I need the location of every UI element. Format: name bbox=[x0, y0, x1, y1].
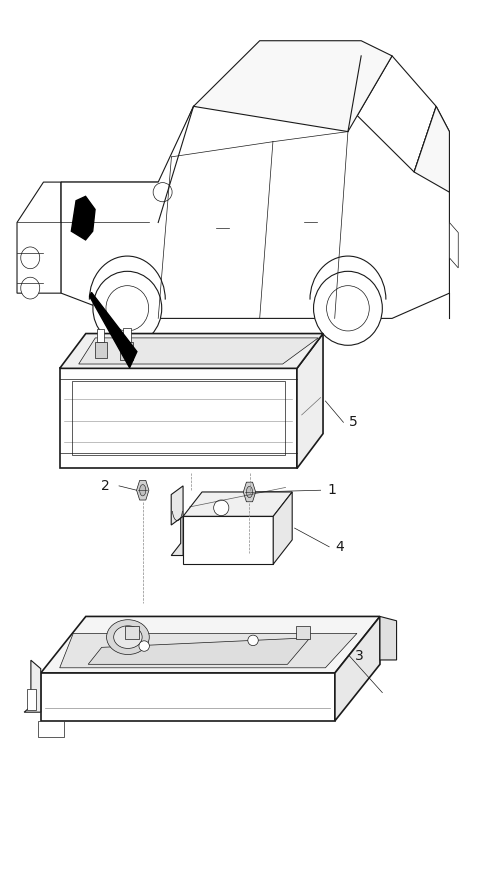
Polygon shape bbox=[158, 106, 260, 223]
Ellipse shape bbox=[326, 286, 369, 331]
Bar bbox=[120, 343, 133, 360]
Bar bbox=[296, 626, 310, 639]
Polygon shape bbox=[60, 369, 297, 469]
Ellipse shape bbox=[248, 635, 258, 646]
Circle shape bbox=[246, 486, 252, 498]
Polygon shape bbox=[17, 182, 61, 293]
Ellipse shape bbox=[93, 272, 162, 345]
Polygon shape bbox=[449, 223, 458, 268]
Ellipse shape bbox=[107, 619, 149, 654]
Text: 4: 4 bbox=[335, 540, 344, 554]
Polygon shape bbox=[72, 196, 95, 240]
Text: 1: 1 bbox=[328, 484, 336, 498]
Bar bbox=[95, 343, 107, 358]
Ellipse shape bbox=[153, 182, 172, 201]
Polygon shape bbox=[88, 638, 310, 664]
Polygon shape bbox=[79, 338, 318, 364]
Ellipse shape bbox=[214, 500, 229, 516]
Circle shape bbox=[140, 484, 146, 496]
Polygon shape bbox=[171, 505, 183, 555]
Ellipse shape bbox=[114, 625, 142, 648]
Polygon shape bbox=[61, 182, 203, 223]
Bar bbox=[123, 328, 131, 343]
Polygon shape bbox=[297, 334, 323, 469]
Polygon shape bbox=[414, 106, 449, 192]
Polygon shape bbox=[243, 482, 256, 502]
Polygon shape bbox=[193, 56, 392, 131]
Ellipse shape bbox=[106, 286, 149, 331]
Polygon shape bbox=[41, 617, 380, 673]
Text: 2: 2 bbox=[101, 479, 109, 493]
Polygon shape bbox=[414, 106, 449, 192]
Bar bbox=[97, 329, 104, 343]
Text: 5: 5 bbox=[349, 415, 358, 429]
Polygon shape bbox=[183, 516, 273, 564]
Polygon shape bbox=[348, 56, 436, 172]
Text: 3: 3 bbox=[355, 648, 363, 662]
Bar bbox=[26, 689, 36, 710]
Polygon shape bbox=[90, 293, 137, 368]
Polygon shape bbox=[61, 106, 449, 318]
Ellipse shape bbox=[313, 272, 383, 345]
Polygon shape bbox=[273, 492, 292, 564]
Polygon shape bbox=[41, 673, 335, 721]
Polygon shape bbox=[137, 480, 149, 500]
Polygon shape bbox=[171, 486, 183, 525]
Ellipse shape bbox=[139, 641, 149, 651]
Bar bbox=[125, 626, 139, 639]
Polygon shape bbox=[380, 617, 396, 660]
Polygon shape bbox=[183, 492, 292, 516]
Polygon shape bbox=[60, 633, 357, 668]
Polygon shape bbox=[24, 661, 41, 712]
Ellipse shape bbox=[21, 277, 40, 299]
Ellipse shape bbox=[21, 247, 40, 269]
Polygon shape bbox=[193, 40, 392, 131]
Polygon shape bbox=[60, 334, 323, 369]
Polygon shape bbox=[38, 721, 64, 737]
Polygon shape bbox=[335, 617, 380, 721]
